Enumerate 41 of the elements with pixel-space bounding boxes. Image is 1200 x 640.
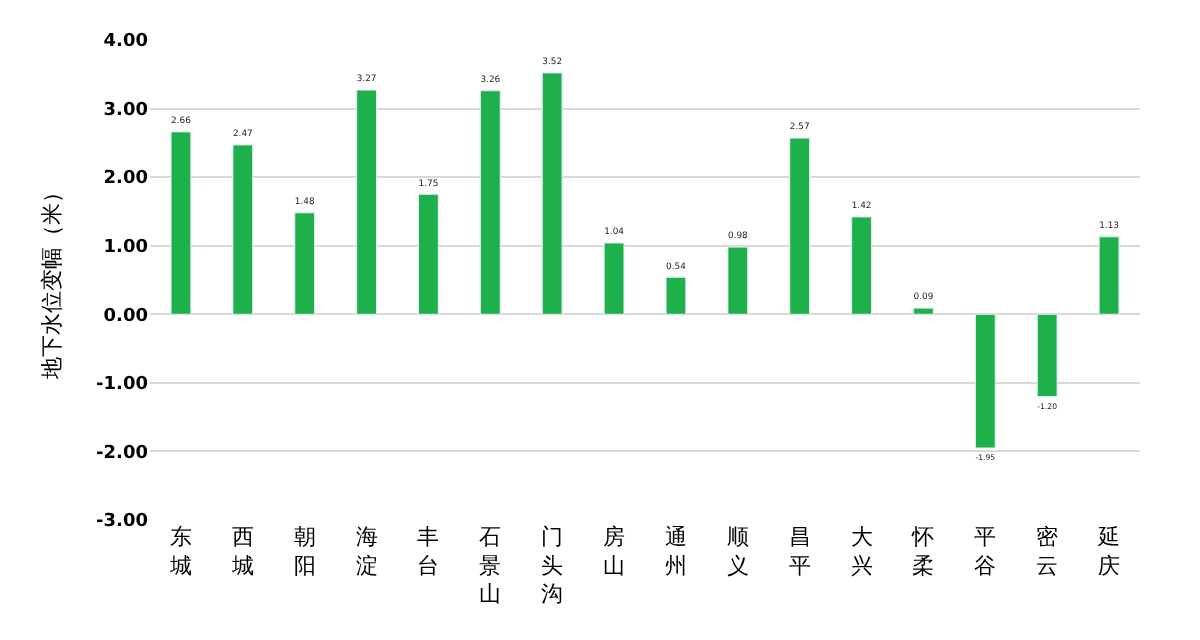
y-tick-label: -2.00 — [96, 443, 148, 464]
bar — [294, 212, 316, 315]
x-tick-label: 海淀 — [355, 524, 378, 579]
y-tick-label: -3.00 — [96, 512, 148, 533]
bar — [356, 89, 377, 315]
x-tick-label: 通州 — [664, 524, 687, 579]
bar — [665, 276, 687, 315]
y-tick-label: 0.00 — [103, 306, 148, 327]
bar — [479, 90, 501, 315]
y-tick-label: 4.00 — [103, 32, 148, 53]
x-tick-label: 密云 — [1036, 524, 1059, 579]
bar — [727, 246, 749, 315]
y-tick-label: 1.00 — [103, 238, 148, 259]
y-tick-label: 3.00 — [103, 100, 148, 121]
x-tick-label: 昌平 — [788, 524, 811, 579]
x-tick-label: 西城 — [229, 524, 254, 579]
bar — [789, 137, 811, 315]
bar — [170, 131, 192, 315]
y-tick-label: 2.00 — [103, 169, 148, 190]
bar — [603, 242, 625, 315]
bar — [851, 216, 872, 315]
x-tick-label: 朝阳 — [293, 524, 316, 579]
bar — [1036, 313, 1058, 398]
x-tick-label: 大兴 — [850, 524, 873, 579]
bar — [913, 307, 934, 315]
y-tick-label: -1.00 — [96, 375, 148, 396]
bar — [974, 313, 996, 449]
bar — [1098, 236, 1120, 315]
x-tick-label: 门头沟 — [541, 524, 564, 608]
bar — [541, 72, 563, 315]
x-tick-label: 延庆 — [1096, 524, 1121, 579]
x-tick-label: 房山 — [603, 524, 626, 579]
x-tick-label: 怀柔 — [910, 524, 935, 579]
y-axis-title: 地下水位变幅（米） — [39, 181, 66, 381]
bar — [232, 144, 254, 315]
x-tick-label: 东城 — [167, 524, 192, 579]
x-tick-label: 平谷 — [974, 524, 997, 579]
x-tick-label: 丰台 — [417, 524, 440, 579]
x-tick-label: 顺义 — [726, 524, 749, 579]
bar — [418, 193, 439, 315]
x-tick-label: 石景山 — [479, 524, 502, 608]
